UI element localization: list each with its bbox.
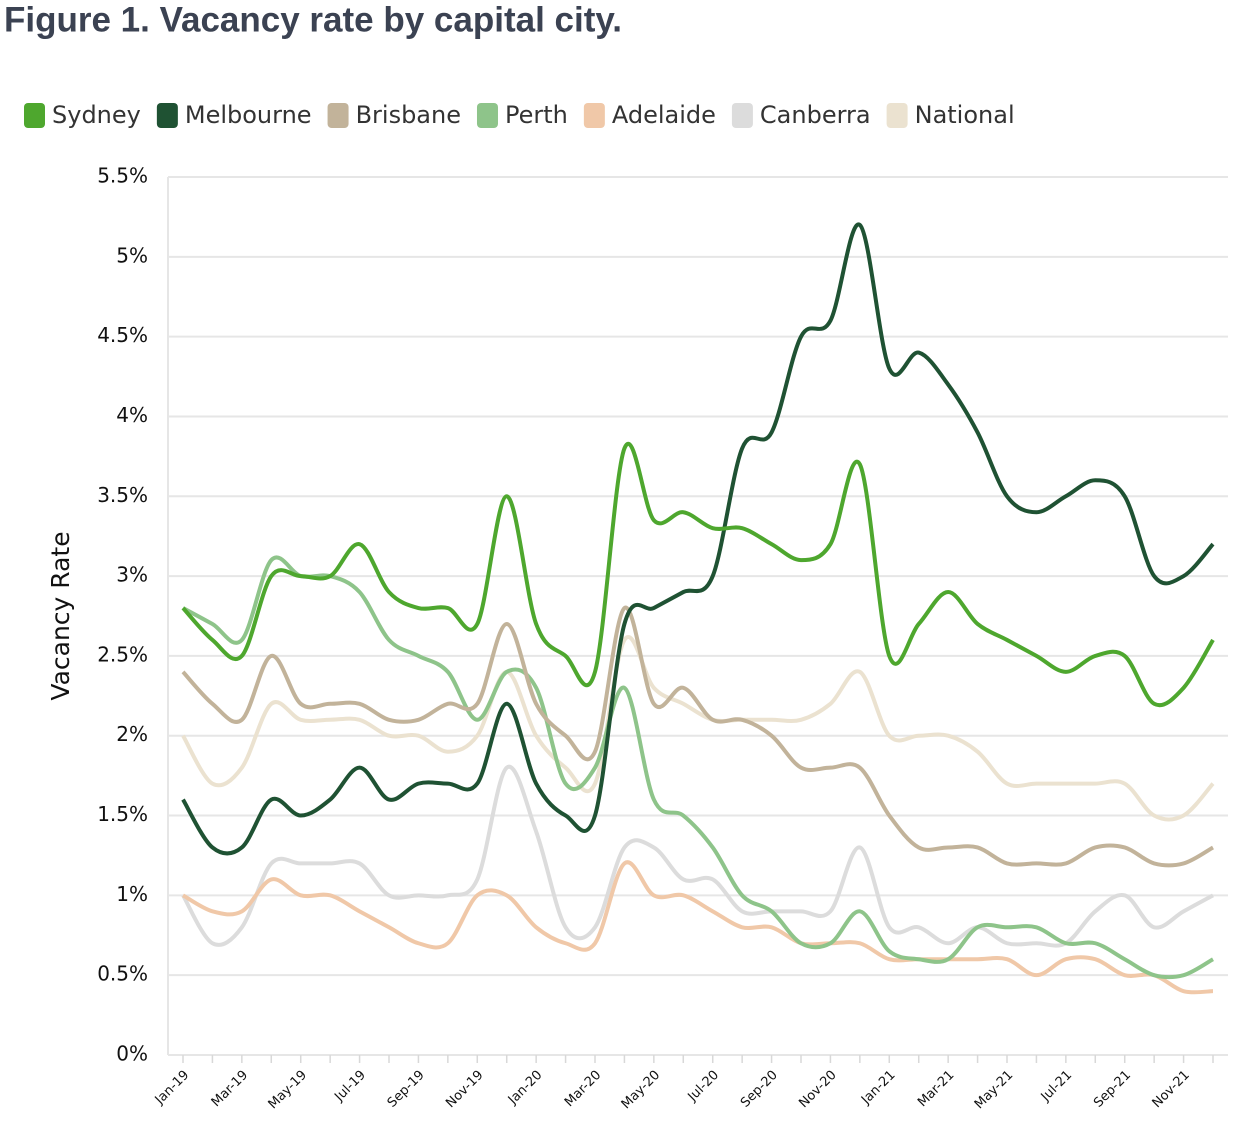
x-tick-label: Nov-21 bbox=[1150, 1068, 1193, 1111]
chart-title: Figure 1. Vacancy rate by capital city. bbox=[4, 0, 622, 39]
legend-swatch bbox=[327, 103, 349, 128]
x-tick-label: Mar-20 bbox=[562, 1068, 604, 1110]
x-tick-label: Mar-19 bbox=[209, 1068, 251, 1110]
series-line bbox=[181, 635, 1215, 822]
series-line bbox=[181, 605, 1215, 868]
x-tick-label: Sep-20 bbox=[738, 1068, 781, 1111]
series-line bbox=[181, 442, 1215, 708]
x-tick-label: Jul-20 bbox=[685, 1068, 722, 1105]
legend-label: Adelaide bbox=[612, 101, 716, 129]
x-tick-label: Jan-20 bbox=[505, 1068, 546, 1109]
x-tick-label: Jan-19 bbox=[152, 1068, 193, 1109]
x-tick-label: May-19 bbox=[266, 1068, 310, 1112]
y-tick-label: 5.5% bbox=[97, 164, 148, 188]
y-tick-label: 1% bbox=[116, 882, 148, 906]
y-tick-label: 4.5% bbox=[97, 323, 148, 347]
y-tick-label: 3.5% bbox=[97, 483, 148, 507]
x-tick-label: May-20 bbox=[619, 1068, 663, 1112]
x-tick-label: Jul-19 bbox=[331, 1068, 368, 1105]
legend-label: Brisbane bbox=[356, 101, 461, 129]
series-line bbox=[181, 222, 1215, 856]
y-axis-label: Vacancy Rate bbox=[46, 531, 75, 700]
x-tick-label: May-21 bbox=[972, 1068, 1016, 1112]
legend-swatch bbox=[731, 103, 753, 128]
legend-label: Melbourne bbox=[185, 101, 312, 129]
y-tick-label: 0.5% bbox=[97, 962, 148, 986]
y-tick-label: 0% bbox=[116, 1042, 148, 1066]
y-tick-label: 2.5% bbox=[97, 642, 148, 666]
legend-label: Sydney bbox=[52, 101, 141, 129]
legend-swatch bbox=[24, 103, 45, 128]
x-tick-label: Nov-20 bbox=[796, 1068, 839, 1111]
y-tick-label: 2% bbox=[116, 722, 148, 746]
x-tick-label: Sep-19 bbox=[385, 1068, 428, 1111]
y-tick-label: 5% bbox=[116, 243, 148, 267]
x-tick-label: Sep-21 bbox=[1091, 1068, 1134, 1111]
series-line bbox=[181, 764, 1214, 948]
legend-swatch bbox=[583, 103, 605, 128]
x-tick-label: Mar-21 bbox=[915, 1068, 957, 1110]
series-line bbox=[181, 860, 1214, 995]
x-tick-label: Jul-21 bbox=[1038, 1068, 1075, 1105]
y-tick-label: 1.5% bbox=[97, 802, 148, 826]
legend-label: National bbox=[915, 101, 1015, 129]
x-tick-label: Nov-19 bbox=[443, 1068, 486, 1111]
legend-label: Perth bbox=[505, 101, 568, 129]
series-line bbox=[182, 555, 1215, 980]
legend-swatch bbox=[476, 103, 498, 128]
legend-swatch bbox=[156, 103, 178, 128]
legend-swatch bbox=[886, 103, 908, 128]
legend-label: Canberra bbox=[760, 101, 871, 129]
y-tick-label: 3% bbox=[116, 563, 148, 587]
y-tick-label: 4% bbox=[116, 403, 148, 427]
x-tick-label: Jan-21 bbox=[858, 1068, 899, 1109]
